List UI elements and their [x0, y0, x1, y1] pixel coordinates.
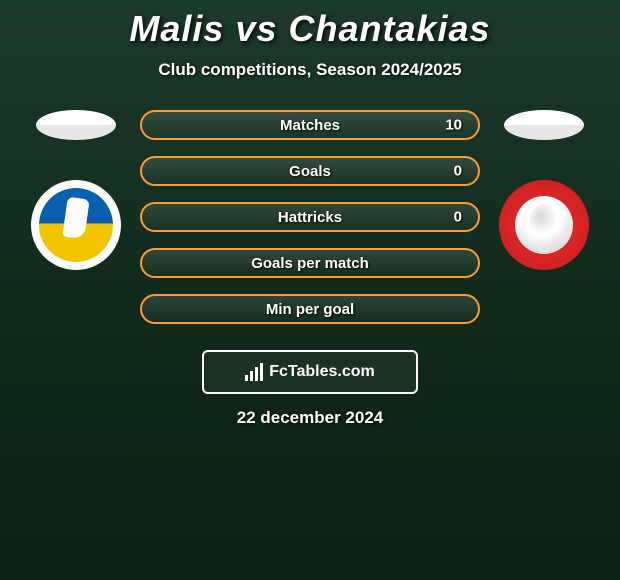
- left-column: [26, 110, 126, 270]
- stat-row-matches: Matches 10: [140, 110, 480, 140]
- left-flag-icon: [36, 110, 116, 140]
- branding-text: FcTables.com: [269, 363, 375, 381]
- stat-row-goals: Goals 0: [140, 156, 480, 186]
- stat-value: 0: [454, 209, 462, 226]
- widget-root: Malis vs Chantakias Club competitions, S…: [0, 0, 620, 428]
- stat-row-goals-per-match: Goals per match: [140, 248, 480, 278]
- stat-label: Goals per match: [251, 255, 369, 272]
- left-team-logo-inner: [39, 188, 113, 262]
- right-team-logo: [499, 180, 589, 270]
- stats-list: Matches 10 Goals 0 Hattricks 0 Goals per…: [140, 110, 480, 324]
- right-column: [494, 110, 594, 270]
- main-row: Matches 10 Goals 0 Hattricks 0 Goals per…: [0, 110, 620, 324]
- stat-label: Min per goal: [266, 301, 354, 318]
- stat-value: 0: [454, 163, 462, 180]
- snapshot-date: 22 december 2024: [0, 408, 620, 428]
- left-team-logo: [31, 180, 121, 270]
- stat-row-hattricks: Hattricks 0: [140, 202, 480, 232]
- subtitle: Club competitions, Season 2024/2025: [0, 60, 620, 80]
- branding-link[interactable]: FcTables.com: [202, 350, 418, 394]
- right-team-logo-inner: [515, 196, 573, 254]
- stat-label: Hattricks: [278, 209, 342, 226]
- stat-value: 10: [445, 117, 462, 134]
- stat-row-min-per-goal: Min per goal: [140, 294, 480, 324]
- stat-label: Goals: [289, 163, 331, 180]
- chart-icon: [245, 363, 263, 381]
- page-title: Malis vs Chantakias: [0, 8, 620, 50]
- right-flag-icon: [504, 110, 584, 140]
- stat-label: Matches: [280, 117, 340, 134]
